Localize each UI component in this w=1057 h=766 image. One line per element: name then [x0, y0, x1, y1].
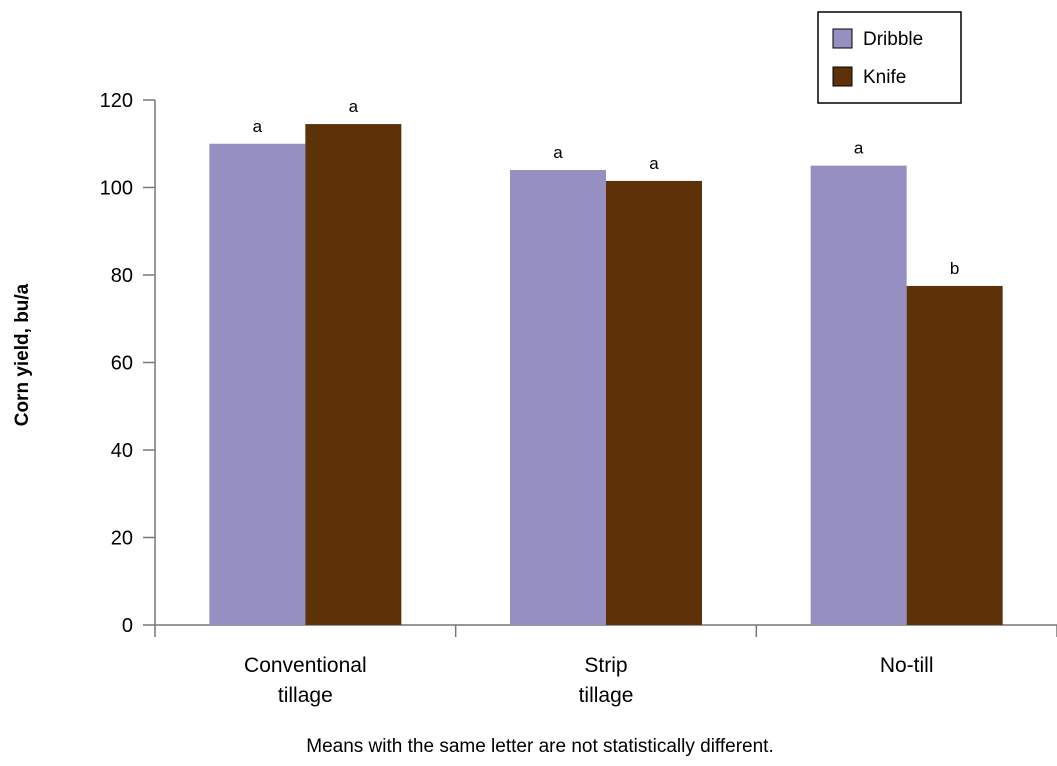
- legend-label-dribble: Dribble: [863, 29, 923, 50]
- x-category-labels: Conventional tillage Strip tillage No-till: [244, 654, 933, 707]
- bar-knife: [606, 180, 702, 625]
- y-tick-label: 20: [111, 528, 133, 550]
- x-category-label: Strip: [584, 654, 627, 677]
- bar-knife: [906, 285, 1003, 625]
- x-category-label: Conventional: [244, 654, 367, 677]
- footnote: Means with the same letter are not stati…: [306, 736, 773, 757]
- y-tick-label: 80: [111, 265, 133, 287]
- y-tick-label: 120: [100, 90, 133, 112]
- x-category-label: No-till: [880, 654, 934, 677]
- bar-dribble: [209, 143, 306, 625]
- bar-knife: [305, 124, 402, 625]
- y-tick-label: 0: [122, 615, 133, 637]
- legend: Dribble Knife: [817, 11, 962, 104]
- significance-letter: a: [253, 117, 263, 136]
- x-category-label: tillage: [278, 684, 333, 707]
- legend-swatch-dribble: [832, 28, 853, 49]
- bars: [209, 124, 1003, 625]
- bar-dribble: [510, 170, 606, 625]
- legend-swatch-knife: [832, 66, 853, 87]
- y-tick-label: 60: [111, 353, 133, 375]
- y-tick-label: 100: [100, 178, 133, 200]
- bar-letters: a a a a a b: [253, 97, 960, 278]
- significance-letter: a: [553, 143, 563, 162]
- legend-label-knife: Knife: [863, 67, 906, 88]
- legend-box: [817, 11, 962, 104]
- y-tick-labels: 0 20 40 60 80 100 120: [100, 90, 133, 637]
- y-tick-label: 40: [111, 440, 133, 462]
- significance-letter: a: [649, 154, 659, 173]
- significance-letter: a: [349, 97, 359, 116]
- y-axis-label: Corn yield, bu/a: [12, 283, 33, 426]
- bar-dribble: [810, 165, 907, 625]
- x-category-label: tillage: [579, 684, 634, 707]
- significance-letter: a: [854, 139, 864, 158]
- significance-letter: b: [950, 259, 959, 278]
